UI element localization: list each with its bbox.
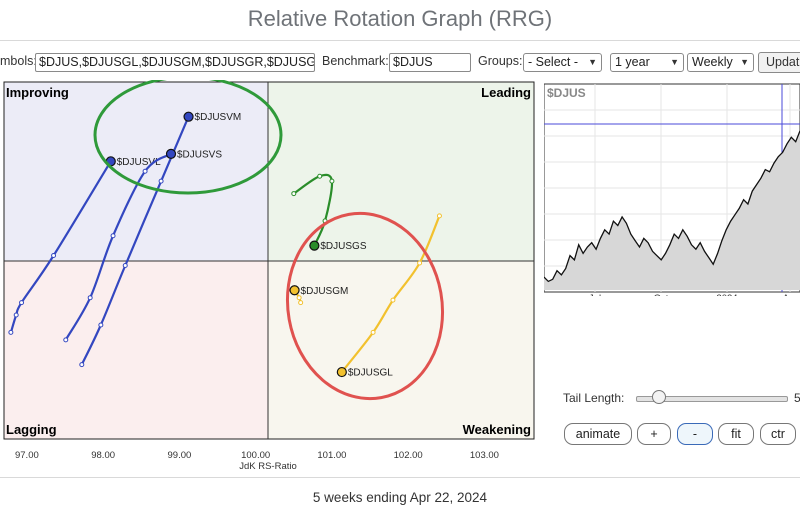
app-title: Relative Rotation Graph (RRG)	[247, 6, 553, 31]
series-label: $DJUSGS	[320, 241, 366, 252]
series-head-marker[interactable]	[165, 148, 177, 159]
series-tail-point	[122, 262, 128, 268]
series-tail-point	[317, 173, 323, 179]
quadrant-label-weakening: Weakening	[463, 422, 531, 437]
period-select[interactable]: 1 year ▼	[610, 53, 684, 72]
benchmark-price-line	[544, 130, 800, 283]
quadrant-lagging-bg	[4, 261, 268, 439]
tail-length-slider-handle[interactable]	[652, 390, 666, 404]
series-tail-point	[63, 337, 69, 343]
symbols-label: mbols:	[0, 54, 37, 68]
x-tick-label: 99.00	[168, 450, 192, 461]
tail-length-label: Tail Length:	[563, 391, 625, 405]
x-tick-label: 98.00	[91, 450, 115, 461]
series-tail-point	[390, 297, 396, 303]
series-tail-point	[19, 300, 25, 306]
toolbar: mbols: $DJUS,$DJUSGL,$DJUSGM,$DJUSGR,$DJ…	[0, 50, 800, 76]
series-head-marker[interactable]	[309, 240, 320, 251]
series-tail-point	[98, 322, 104, 328]
quadrant-improving-bg	[4, 82, 268, 261]
groups-select[interactable]: - Select - ▼	[523, 53, 602, 72]
series-label: $DJUSGM	[301, 286, 349, 297]
x-tick-label: 97.00	[15, 450, 39, 461]
benchmark-price-series	[544, 130, 800, 290]
series-tail-point	[370, 329, 376, 335]
benchmark-x-tick-label: 2024	[716, 293, 737, 296]
series-tail-point	[87, 295, 93, 301]
series-tail-point	[8, 329, 14, 335]
benchmark-label: Benchmark:	[322, 54, 389, 68]
benchmark-chart-title: $DJUS	[547, 86, 586, 100]
benchmark-x-ticks: Jul Oct 2024 Apr	[589, 293, 797, 296]
series-tail-point	[79, 362, 85, 368]
series-tail-point	[142, 168, 148, 174]
benchmark-area-fill	[544, 130, 800, 290]
series-tail-point	[298, 300, 304, 306]
center-button[interactable]: ctr	[760, 423, 796, 445]
series-tail-point	[13, 312, 19, 318]
animate-button[interactable]: animate	[564, 423, 632, 445]
green-ellipse-annotation	[93, 80, 283, 195]
interval-select-value: Weekly	[692, 55, 733, 69]
series-tail-point	[417, 260, 423, 266]
interval-select[interactable]: Weekly ▼	[687, 53, 754, 72]
series-tail-point	[158, 178, 164, 184]
footer-divider	[0, 477, 800, 478]
zoom-out-button[interactable]: -	[677, 423, 713, 445]
red-ellipse-annotation	[285, 211, 445, 401]
series-label: $DJUSGL	[348, 368, 393, 379]
benchmark-x-tick-label: Apr	[783, 293, 798, 296]
update-button[interactable]: Updat	[758, 52, 800, 73]
series-tail-point	[291, 191, 297, 197]
series-tail-point	[436, 213, 442, 219]
x-axis-ticks: 97.00 98.00 99.00 100.00 101.00 102.00 103.00	[15, 450, 499, 461]
series-head-marker[interactable]	[336, 366, 347, 378]
benchmark-x-tick-label: Jul	[589, 293, 601, 296]
x-axis-label: JdK RS-Ratio	[239, 461, 297, 472]
period-select-value: 1 year	[615, 55, 650, 69]
series-head-marker[interactable]	[289, 285, 300, 296]
symbols-input[interactable]: $DJUS,$DJUSGL,$DJUSGM,$DJUSGR,$DJUSGS	[35, 53, 315, 72]
benchmark-x-tick-label: Oct	[654, 293, 669, 296]
quadrant-leading-bg	[268, 82, 534, 261]
benchmark-input[interactable]: $DJUS	[389, 53, 471, 72]
zoom-in-button[interactable]: +	[637, 423, 671, 445]
x-tick-label: 100.00	[241, 450, 270, 461]
quadrant-label-improving: Improving	[6, 85, 69, 100]
chevron-down-icon: ▼	[670, 57, 679, 67]
header-divider	[0, 40, 800, 41]
chevron-down-icon: ▼	[588, 57, 597, 67]
series-label: $DJUSVL	[117, 157, 161, 168]
x-tick-label: 103.00	[470, 450, 499, 461]
quadrant-label-leading: Leading	[481, 85, 531, 100]
x-tick-label: 101.00	[317, 450, 346, 461]
groups-label: Groups:	[478, 54, 523, 68]
groups-select-value: - Select -	[528, 55, 579, 69]
series-tail-point	[329, 178, 335, 184]
x-tick-label: 102.00	[394, 450, 423, 461]
quadrant-label-lagging: Lagging	[6, 422, 57, 437]
footer-period-text: 5 weeks ending Apr 22, 2024	[312, 490, 488, 505]
chevron-down-icon: ▼	[740, 57, 749, 67]
series-tail-point	[296, 295, 302, 301]
tail-length-slider[interactable]	[636, 396, 788, 402]
series-label: $DJUSVM	[195, 112, 242, 123]
benchmark-chart: $DJUS Jul Oct 2024 Apr	[544, 83, 800, 296]
rrg-series-group: $DJUSVM $DJUSVL $DJUSVS $DJUSGS $DJUSGM $DJUS…	[8, 111, 442, 379]
series-label: $DJUSVS	[177, 149, 222, 160]
series-tail-point	[110, 233, 116, 239]
fit-button[interactable]: fit	[718, 423, 754, 445]
tail-length-value: 5	[794, 391, 800, 405]
rrg-chart[interactable]: Improving Leading Lagging Weakening 97.0…	[0, 80, 540, 472]
series-head-marker[interactable]	[183, 111, 194, 122]
series-tail-point	[51, 253, 57, 259]
